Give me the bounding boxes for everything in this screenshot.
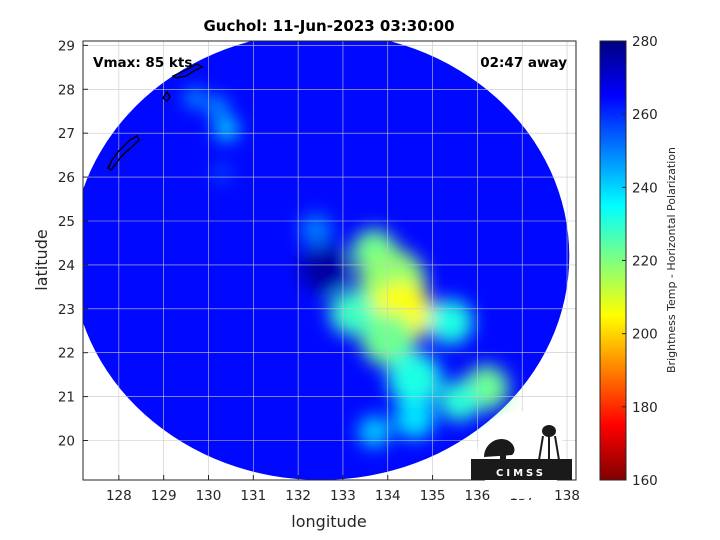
logo-text: CIMSS: [496, 468, 546, 479]
x-tick-label: 134: [375, 488, 401, 504]
colorbar-label: Brightness Temp - Horizontal Polarizatio…: [665, 147, 678, 373]
logo-dish-stand: [500, 452, 506, 460]
convective-cell: [428, 299, 473, 345]
convective-cell: [439, 380, 480, 422]
colorbar-gradient: [599, 40, 627, 481]
y-tick-label: 21: [58, 390, 75, 406]
y-tick-label: 26: [58, 170, 75, 186]
colorbar-tick-label: 200: [632, 327, 658, 343]
island-amami: [162, 90, 171, 102]
vmax-annotation: Vmax: 85 kts: [93, 55, 192, 71]
convective-cell: [208, 97, 227, 116]
x-tick-label: 130: [196, 488, 222, 504]
convective-cell: [186, 89, 205, 108]
data-layer: [83, 41, 570, 480]
x-tick-label: 129: [151, 488, 177, 504]
time-away-annotation: 02:47 away: [480, 55, 567, 71]
colorbar: 160 180 200 220 240 260 280 Brightness Temp - …: [599, 34, 678, 489]
y-tick-label: 25: [58, 214, 75, 230]
y-tick-label: 28: [58, 82, 75, 98]
y-tick-label: 20: [58, 433, 75, 449]
colorbar-tick-label: 280: [632, 34, 658, 50]
convective-cell: [387, 352, 442, 406]
convective-cell: [329, 290, 375, 336]
x-tick-label: 135: [420, 488, 446, 504]
eye-cell: [300, 244, 350, 294]
convective-cell: [215, 117, 238, 141]
y-axis: 20 21 22 23 24 25 26 27 28 29: [58, 38, 88, 449]
logo-dish-icon: [484, 438, 515, 457]
y-tick-label: 29: [58, 38, 75, 54]
x-tick-label: 138: [554, 488, 580, 504]
x-tick-label: 131: [240, 488, 266, 504]
convective-cell: [300, 214, 332, 246]
y-tick-label: 22: [58, 346, 75, 362]
x-tick-label: 133: [330, 488, 356, 504]
y-tick-label: 23: [58, 302, 75, 318]
y-tick-label: 24: [58, 258, 75, 274]
colorbar-tick-label: 220: [632, 254, 658, 270]
convective-cell: [394, 398, 435, 439]
colorbar-ticks: 160 180 200 220 240 260 280: [622, 34, 658, 489]
colorbar-tick-label: 180: [632, 400, 658, 416]
chart-title: Guchol: 11-Jun-2023 03:30:00: [203, 17, 454, 35]
y-axis-label: latitude: [32, 229, 51, 290]
colorbar-tick-label: 260: [632, 107, 658, 123]
island-kyushu-south: [171, 63, 204, 79]
convective-cell: [358, 416, 391, 448]
logo-tower-tank-icon: [542, 425, 556, 437]
x-tick-label: 132: [285, 488, 311, 504]
logo-tower-legs: [538, 435, 560, 461]
cimss-logo: CIMSS: [471, 411, 572, 499]
x-tick-label: 128: [106, 488, 132, 504]
x-tick-label: 136: [465, 488, 491, 504]
logo-ground: [471, 459, 572, 480]
plot-frame: [82, 40, 577, 481]
x-axis-label: longitude: [291, 512, 366, 531]
colorbar-tick-label: 240: [632, 180, 658, 196]
coastline: [107, 63, 204, 171]
colorbar-tick-label: 160: [632, 473, 658, 489]
island-okinawa: [107, 135, 140, 171]
y-tick-label: 27: [58, 126, 75, 142]
convective-cell: [215, 165, 229, 180]
